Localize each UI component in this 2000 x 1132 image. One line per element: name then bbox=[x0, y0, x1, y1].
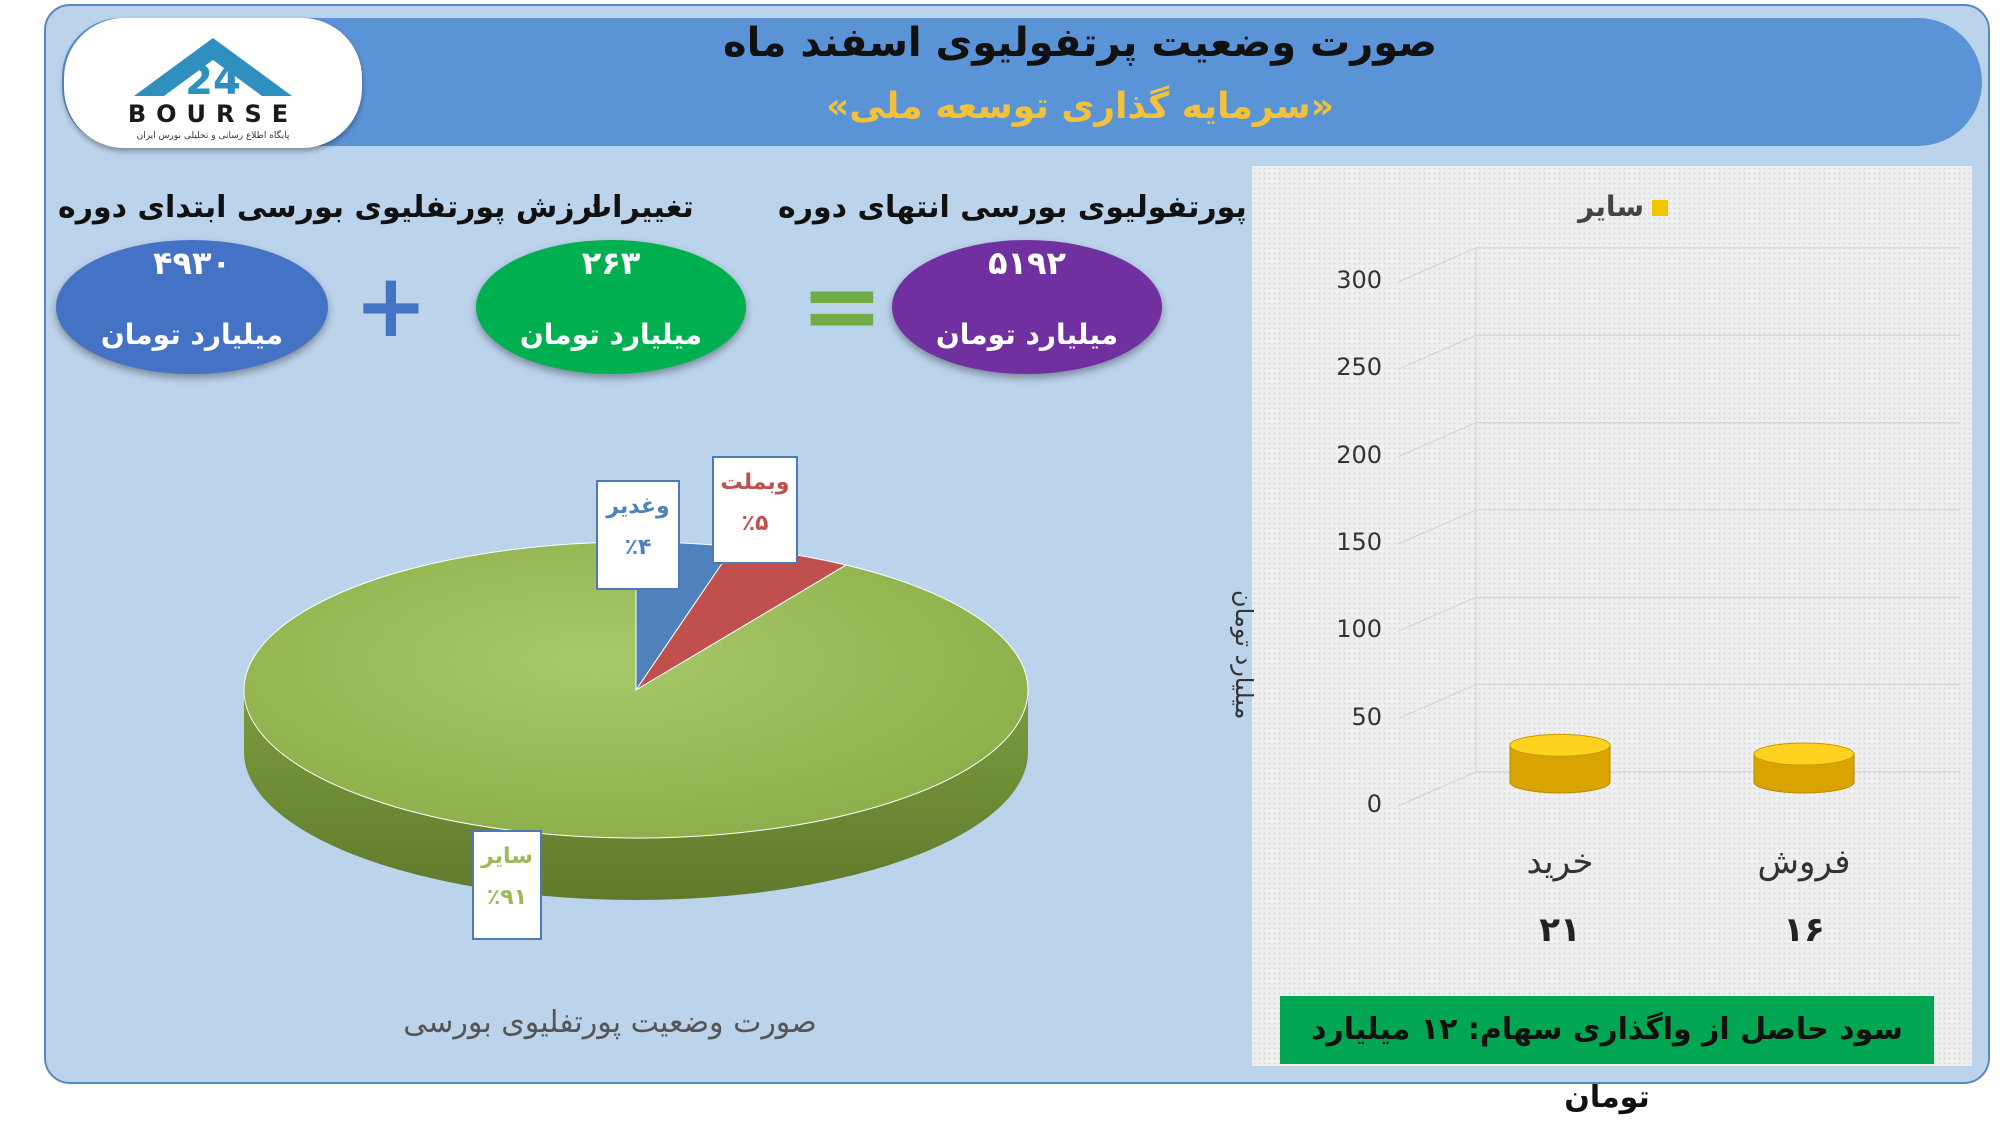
pie-label-2: وبملت ٪۵ bbox=[712, 456, 798, 564]
logo-tagline: پایگاه اطلاع رسانی و تحلیلی بورس ایران bbox=[137, 129, 290, 141]
bar-cylinder-top bbox=[1753, 742, 1855, 766]
x-category-label: فروش bbox=[1757, 842, 1851, 882]
y-tick-label: 50 bbox=[1351, 702, 1382, 731]
pie-label-name: وغدیر bbox=[606, 494, 670, 519]
pie-label-1: وغدیر ٪۴ bbox=[596, 480, 680, 590]
plus-icon: + bbox=[354, 254, 428, 357]
pie-label-percent: ٪۴ bbox=[624, 535, 652, 560]
bar-cylinder-body bbox=[1509, 744, 1611, 794]
bar-legend: سایر bbox=[1578, 190, 1668, 223]
page-subtitle: «سرمایه گذاری توسعه ملی» bbox=[826, 86, 1334, 127]
grid-floor-line bbox=[1397, 596, 1477, 632]
grid-floor-line bbox=[1397, 509, 1477, 545]
change-ellipse: ۲۶۳ میلیارد تومان bbox=[476, 240, 746, 374]
grid-floor-line bbox=[1397, 247, 1477, 283]
logo-number: 24 bbox=[185, 58, 241, 104]
pie-label-percent: ٪۹۱ bbox=[486, 885, 528, 910]
end-value-label: ارزش پورتفولیوی بورسی انتهای دوره bbox=[778, 190, 1344, 225]
change-value: ۲۶۳ bbox=[581, 244, 641, 282]
start-value: ۴۹۳۰ bbox=[152, 244, 232, 282]
pie-label-3: سایر ٪۹۱ bbox=[472, 830, 542, 940]
logo-graphic: 24 BOURSE پایگاه اطلاع رسانی و تحلیلی بو… bbox=[128, 38, 298, 141]
end-value: ۵۱۹۲ bbox=[987, 244, 1067, 282]
start-value-label: ارزش پورتفلیوی بورسی ابتدای دوره bbox=[58, 190, 603, 225]
bourse-logo: 24 BOURSE پایگاه اطلاع رسانی و تحلیلی بو… bbox=[64, 18, 362, 148]
bar-value-label: ۱۶ bbox=[1783, 910, 1825, 950]
pie-label-percent: ٪۵ bbox=[741, 511, 769, 536]
grid-floor-line bbox=[1397, 684, 1477, 720]
bar-cylinder-top bbox=[1509, 733, 1611, 757]
profit-banner: سود حاصل از واگذاری سهام: ۱۲ میلیارد توم… bbox=[1280, 996, 1934, 1115]
pie-label-name: سایر bbox=[481, 844, 533, 869]
legend-swatch bbox=[1651, 200, 1668, 216]
change-unit: میلیارد تومان bbox=[519, 318, 703, 351]
y-tick-label: 250 bbox=[1336, 353, 1382, 382]
start-value-ellipse: ۴۹۳۰ میلیارد تومان bbox=[56, 240, 328, 374]
logo-wordmark: BOURSE bbox=[128, 100, 298, 128]
y-tick-label: 0 bbox=[1366, 790, 1382, 818]
end-value-unit: میلیارد تومان bbox=[935, 318, 1119, 351]
pie-label-name: وبملت bbox=[720, 470, 790, 495]
grid-floor-line bbox=[1397, 422, 1477, 458]
header-banner bbox=[62, 18, 1982, 146]
pie-caption: صورت وضعیت پورتفلیوی بورسی bbox=[403, 1005, 817, 1040]
grid-floor-line bbox=[1397, 771, 1477, 807]
y-axis-label: میلیارد تومان bbox=[1230, 590, 1258, 720]
bar-value-label: ۲۱ bbox=[1539, 910, 1581, 950]
start-value-unit: میلیارد تومان bbox=[100, 318, 284, 351]
legend-label: سایر bbox=[1578, 190, 1644, 223]
x-category-label: خرید bbox=[1526, 842, 1594, 882]
y-tick-label: 200 bbox=[1336, 440, 1382, 469]
pie-side-wall bbox=[244, 690, 1028, 900]
y-tick-label: 300 bbox=[1336, 266, 1382, 294]
y-tick-label: 150 bbox=[1336, 528, 1382, 556]
grid-floor-line bbox=[1397, 334, 1477, 370]
y-tick-label: 100 bbox=[1336, 615, 1382, 644]
bar-chart bbox=[1397, 247, 1960, 807]
change-label: تغییرات bbox=[582, 190, 694, 225]
bar-chart-panel bbox=[1252, 166, 1972, 1066]
end-value-ellipse: ۵۱۹۲ میلیارد تومان bbox=[892, 240, 1162, 374]
equals-icon: = bbox=[800, 247, 884, 364]
page-title: صورت وضعیت پرتفولیوی اسفند ماه bbox=[723, 20, 1437, 66]
